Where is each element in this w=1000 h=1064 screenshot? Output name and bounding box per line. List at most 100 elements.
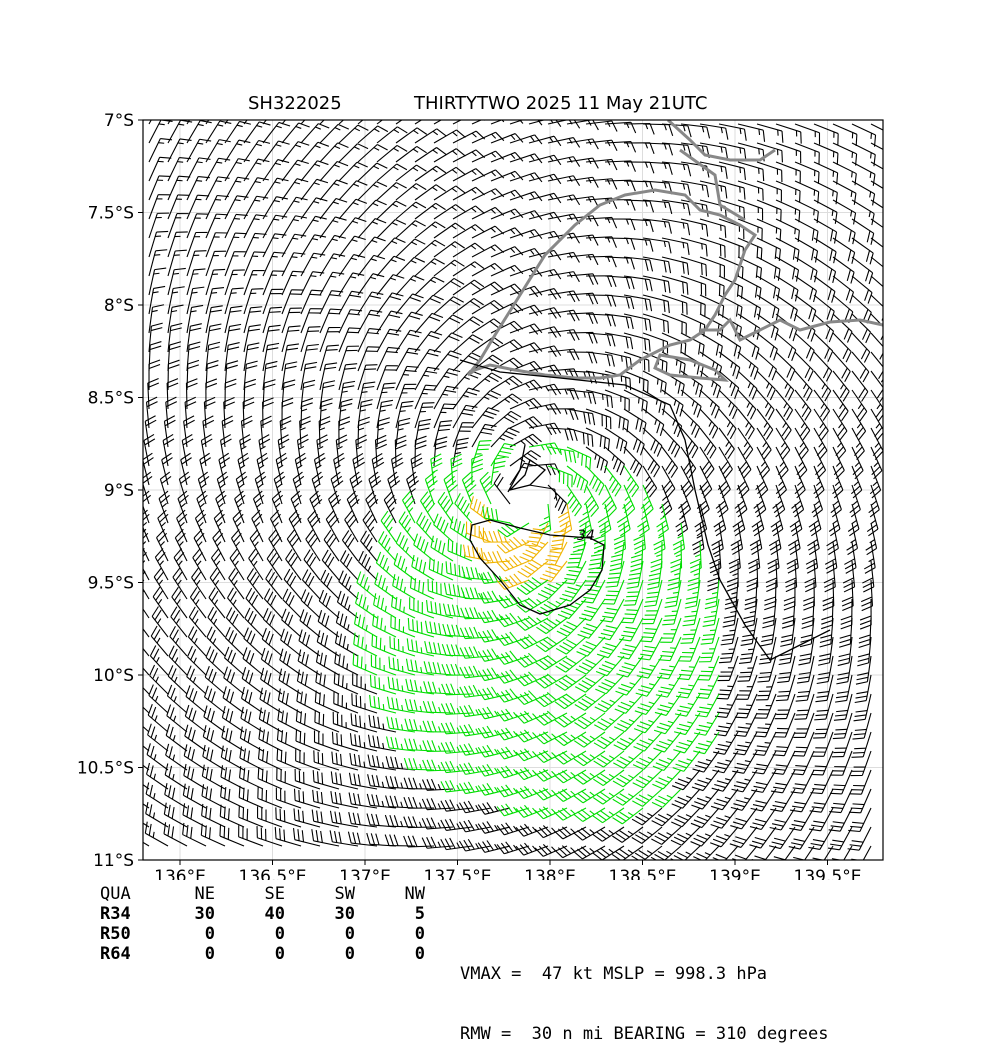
wind-barb <box>681 447 696 478</box>
wind-barb <box>613 808 643 824</box>
wind-barb <box>852 371 868 401</box>
r34-ne: 30 <box>145 904 215 924</box>
wind-barb <box>460 782 491 794</box>
wind-barb <box>415 203 446 219</box>
wind-barb <box>823 580 834 610</box>
wind-barb <box>339 107 369 124</box>
wind-barb <box>833 257 854 283</box>
wind-barb <box>358 219 386 238</box>
wind-barb <box>691 808 719 828</box>
wind-barb <box>152 607 168 637</box>
wind-barb <box>510 248 542 257</box>
wind-barb <box>548 195 580 205</box>
wind-barb <box>150 645 168 675</box>
wind-barb <box>752 504 764 536</box>
wind-barb <box>168 195 189 219</box>
wind-barb <box>149 250 167 276</box>
wind-barb <box>479 591 510 603</box>
wind-barb <box>557 618 586 636</box>
wind-barb <box>314 730 339 751</box>
lat-tick-label: 9.5°S <box>88 574 134 594</box>
wind-barb <box>245 608 263 637</box>
wind-barb <box>239 825 263 846</box>
wind-barb <box>756 466 768 498</box>
wind-barb <box>614 732 643 750</box>
wind-barb <box>735 694 757 718</box>
wind-barb <box>516 672 548 686</box>
wind-barb <box>491 394 522 409</box>
wind-barb <box>776 447 788 479</box>
wind-barb <box>586 352 614 367</box>
wind-barb <box>681 238 707 256</box>
wind-barb <box>510 305 542 316</box>
wind-barb <box>700 162 727 179</box>
wind-barb <box>792 732 814 756</box>
wind-barb <box>529 485 557 501</box>
wind-barb <box>444 472 458 504</box>
wind-barb <box>841 599 852 629</box>
wind-barb <box>662 409 682 437</box>
wind-barb <box>749 846 776 867</box>
wind-barb <box>817 656 833 683</box>
wind-barb <box>776 428 790 459</box>
wind-barb <box>864 542 875 573</box>
wind-barb <box>478 802 510 814</box>
wind-barb <box>460 724 491 736</box>
wind-barb <box>814 352 832 381</box>
wind-barb <box>258 767 282 789</box>
wind-barb <box>769 846 795 867</box>
wind-barb <box>127 782 149 808</box>
wind-barb <box>377 183 407 200</box>
wind-barb <box>624 143 654 154</box>
wind-barb <box>852 276 872 304</box>
wind-barb <box>193 549 206 580</box>
wind-barb <box>690 846 719 865</box>
header-sw: SW <box>285 884 355 904</box>
wind-barb <box>491 411 521 428</box>
wind-barb <box>269 530 282 561</box>
wind-barb <box>719 162 745 180</box>
wind-barb <box>472 300 503 314</box>
wind-barb <box>239 806 263 827</box>
wind-barbs <box>127 101 895 869</box>
wind-barb <box>567 120 598 130</box>
wind-barb <box>293 472 304 504</box>
wind-barb <box>213 529 225 561</box>
wind-barb <box>697 656 719 680</box>
wind-barb <box>206 269 225 295</box>
wind-barb <box>231 529 244 561</box>
wind-barb <box>636 675 662 696</box>
wind-barb <box>814 371 831 401</box>
wind-barb <box>189 607 206 637</box>
wind-barb <box>168 250 187 276</box>
wind-barb <box>187 195 209 219</box>
wind-radii-header-row: QUA NE SE SW NW <box>100 884 425 904</box>
wind-barb <box>300 609 320 637</box>
lat-tick-label: 7°S <box>104 111 134 131</box>
wind-barb <box>339 399 353 428</box>
wind-barb <box>243 398 254 428</box>
wind-barb <box>510 343 542 353</box>
wind-barb <box>377 164 407 181</box>
header-se: SE <box>215 884 285 904</box>
wind-barb <box>491 376 522 390</box>
wind-barb <box>187 214 208 238</box>
wind-radii-row-r64: R64 0 0 0 0 <box>100 944 425 964</box>
wind-barb <box>244 289 263 314</box>
wind-barb <box>168 287 185 314</box>
wind-barb <box>478 821 510 833</box>
wind-barb <box>472 282 503 295</box>
wind-barb <box>144 434 155 466</box>
wind-barb <box>263 141 290 162</box>
wind-barb <box>358 200 387 219</box>
wind-barb <box>827 523 839 555</box>
wind-barb <box>339 236 366 257</box>
wind-barb <box>357 571 377 599</box>
wind-barb <box>320 217 347 238</box>
wind-barb <box>370 675 396 694</box>
wind-barb <box>243 647 263 675</box>
wind-barb <box>315 711 339 732</box>
row-label: R34 <box>100 904 145 924</box>
wind-barb <box>220 824 244 846</box>
wind-barb <box>282 179 308 200</box>
